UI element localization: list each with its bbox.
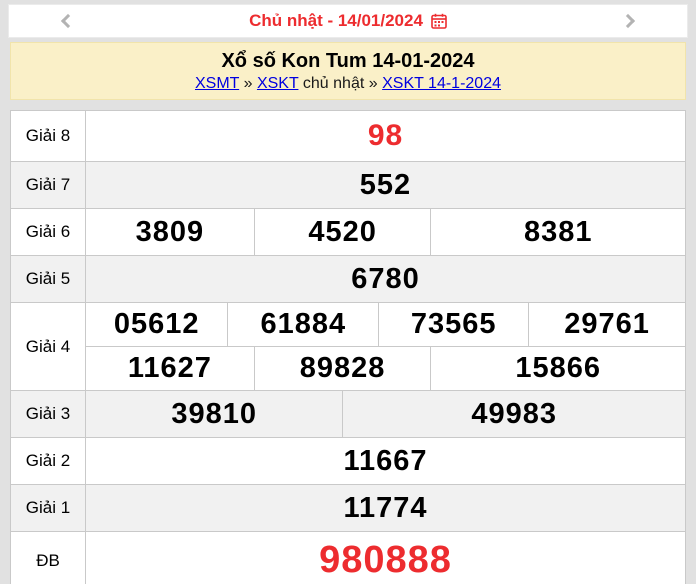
table-row-db: ĐB 980888 xyxy=(11,531,685,584)
current-date-label: Chủ nhật - 14/01/2024 xyxy=(249,11,423,30)
prize-number: 11667 xyxy=(343,444,428,477)
results-table: Giải 8 98 Giải 7 552 Giải 6 3809 4520 83… xyxy=(10,110,686,584)
table-row-giai-3: Giải 3 39810 49983 xyxy=(11,390,685,437)
prize-number: 73565 xyxy=(378,303,528,346)
table-row-giai-4: Giải 4 05612 61884 73565 29761 11627 898… xyxy=(11,302,685,390)
prize-label: Giải 2 xyxy=(11,438,86,484)
breadcrumb-separator: » xyxy=(368,74,378,92)
prize-number: 6780 xyxy=(351,262,420,295)
prize-number: 3809 xyxy=(135,215,205,248)
prize-number: 98 xyxy=(367,119,404,152)
prize-number: 4520 xyxy=(253,209,431,255)
page-title: Xổ số Kon Tum 14-01-2024 xyxy=(221,49,475,72)
calendar-icon[interactable] xyxy=(431,13,447,29)
chevron-right-icon xyxy=(620,13,636,29)
chevron-left-icon xyxy=(60,13,76,29)
prev-day-button[interactable] xyxy=(53,8,79,34)
prize-number: 11774 xyxy=(343,491,428,524)
table-row-giai-7: Giải 7 552 xyxy=(11,161,685,208)
breadcrumb-link-date[interactable]: XSKT 14-1-2024 xyxy=(382,74,501,92)
prize-number: 11627 xyxy=(127,352,212,384)
prize-number-special: 980888 xyxy=(319,539,452,581)
breadcrumb: XSMT » XSKT chủ nhật » XSKT 14-1-2024 xyxy=(195,75,501,93)
prize-number: 552 xyxy=(359,168,412,201)
prize-number: 61884 xyxy=(227,303,378,346)
breadcrumb-link-xsmt[interactable]: XSMT xyxy=(194,74,240,92)
prize-label: Giải 6 xyxy=(11,209,86,255)
prize-number: 39810 xyxy=(171,397,257,430)
prize-label: Giải 7 xyxy=(11,162,86,208)
prize-number: 05612 xyxy=(113,308,200,340)
next-day-button[interactable] xyxy=(617,8,643,34)
breadcrumb-separator: » xyxy=(243,74,253,92)
breadcrumb-link-xskt[interactable]: XSKT xyxy=(256,74,299,92)
prize-label: Giải 4 xyxy=(11,303,86,390)
breadcrumb-day-label: chủ nhật xyxy=(302,74,365,92)
table-row-giai-5: Giải 5 6780 xyxy=(11,255,685,302)
prize-label: ĐB xyxy=(11,532,86,584)
prize-number: 29761 xyxy=(528,303,685,346)
prize-number: 15866 xyxy=(430,347,685,390)
title-banner: Xổ số Kon Tum 14-01-2024 XSMT » XSKT chủ… xyxy=(10,42,686,100)
prize-number: 89828 xyxy=(253,347,431,390)
prize-number: 49983 xyxy=(342,391,685,437)
table-row-giai-8: Giải 8 98 xyxy=(11,111,685,161)
prize-label: Giải 8 xyxy=(11,111,86,161)
table-row-giai-6: Giải 6 3809 4520 8381 xyxy=(11,208,685,255)
table-row-giai-1: Giải 1 11774 xyxy=(11,484,685,531)
prize-label: Giải 3 xyxy=(11,391,86,437)
prize-label: Giải 5 xyxy=(11,256,86,302)
table-row-giai-2: Giải 2 11667 xyxy=(11,437,685,484)
prize-label: Giải 1 xyxy=(11,485,86,531)
prize-number: 8381 xyxy=(430,209,685,255)
date-nav-bar: Chủ nhật - 14/01/2024 xyxy=(8,4,688,38)
